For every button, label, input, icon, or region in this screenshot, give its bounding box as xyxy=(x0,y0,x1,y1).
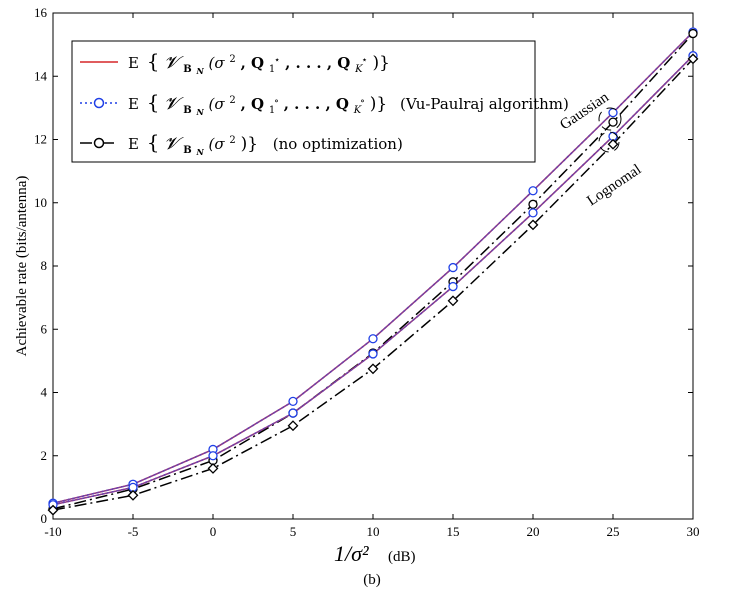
legend-marker-vu-paulraj xyxy=(93,97,105,109)
data-point xyxy=(528,186,538,196)
annotations: Gaussian Lognomal xyxy=(557,89,644,209)
data-point xyxy=(448,281,458,292)
x-tick-label: 20 xyxy=(527,524,540,539)
y-tick-label: 8 xyxy=(41,258,48,273)
data-point xyxy=(368,334,378,344)
lognormal-annotation: Lognomal xyxy=(584,162,644,210)
data-point xyxy=(368,349,378,359)
data-point xyxy=(448,262,458,273)
data-point xyxy=(608,117,618,127)
y-tick-label: 6 xyxy=(41,321,48,336)
legend-box xyxy=(71,40,536,163)
x-tick-label: -10 xyxy=(44,524,61,539)
legend-entry-vu-paulraj: E { 𝓥 B N (σ 2 , Q 1 ∘ , . . . , Q K ∘ )… xyxy=(80,89,569,119)
legend-marker-no-optimization xyxy=(93,137,105,149)
data-point xyxy=(447,295,459,307)
y-tick-label: 0 xyxy=(41,511,48,526)
ticks-layer: -10 -5 0 5 10 15 20 25 30 0 2 4 6 8 10 12 14 16 xyxy=(34,5,700,539)
y-tick-label: 14 xyxy=(34,68,48,83)
x-axis-title: 1/σ² (dB) xyxy=(334,541,416,566)
legend-label-vu-paulraj: E { 𝓥 B N (σ 2 , Q 1 ∘ , . . . , Q K ∘ )… xyxy=(128,89,569,119)
y-tick-label: 4 xyxy=(41,385,48,400)
figure-caption: (b) xyxy=(363,572,381,588)
x-tick-label: 0 xyxy=(210,524,217,539)
data-point xyxy=(688,28,698,39)
x-tick-label: 5 xyxy=(290,524,297,539)
data-point xyxy=(607,138,619,150)
data-point xyxy=(528,199,538,209)
data-point xyxy=(527,219,539,231)
data-point xyxy=(288,396,298,407)
data-point xyxy=(287,420,299,432)
y-tick-label: 10 xyxy=(34,195,47,210)
gaussian-cluster-circle xyxy=(598,107,622,131)
x-tick-label: 30 xyxy=(687,524,700,539)
legend-label-no-optimization: E { 𝓥 B N (σ 2 )} (no optimization) xyxy=(128,129,403,159)
y-tick-label: 16 xyxy=(34,5,48,20)
legend: E { 𝓥 B N (σ 2 , Q 1 ⋆ , . . . , Q K ⋆ )… xyxy=(71,40,569,163)
y-axis-title: Achievable rate (bits/antenna) xyxy=(14,176,30,357)
legend-label-optimal: E { 𝓥 B N (σ 2 , Q 1 ⋆ , . . . , Q K ⋆ )… xyxy=(128,48,390,78)
series-layer xyxy=(47,27,699,516)
data-point xyxy=(288,408,298,418)
x-tick-label: -5 xyxy=(128,524,139,539)
legend-entry-optimal: E { 𝓥 B N (σ 2 , Q 1 ⋆ , . . . , Q K ⋆ )… xyxy=(80,48,390,78)
x-tick-label: 15 xyxy=(447,524,460,539)
data-point xyxy=(208,451,218,461)
x-tick-label: 10 xyxy=(367,524,380,539)
data-point xyxy=(528,208,538,218)
lognormal-cluster-circle xyxy=(598,131,620,153)
x-axis-unit: (dB) xyxy=(388,549,416,565)
y-tick-label: 12 xyxy=(34,132,47,147)
x-tick-label: 25 xyxy=(607,524,620,539)
data-point xyxy=(367,363,379,375)
data-point xyxy=(687,53,699,65)
legend-entry-no-optimization: E { 𝓥 B N (σ 2 )} (no optimization) xyxy=(80,129,403,159)
x-axis-label: 1/σ² xyxy=(334,541,369,566)
data-point xyxy=(127,489,139,501)
y-tick-label: 2 xyxy=(41,448,48,463)
data-point xyxy=(207,462,219,474)
